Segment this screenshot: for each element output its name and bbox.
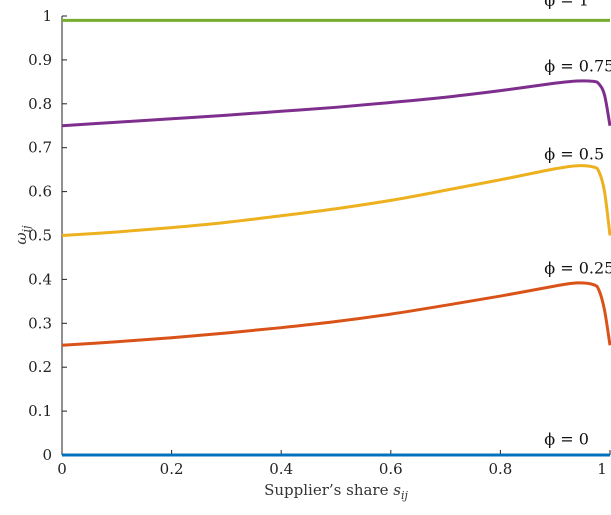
axes — [61, 16, 610, 456]
series-label-2: ϕ = 0.5 — [544, 144, 604, 163]
y-tick-label: 0.2 — [28, 358, 52, 376]
x-tick-label: 1 — [597, 460, 607, 478]
y-tick-label: 0.4 — [28, 270, 52, 288]
y-tick-label: 0.9 — [28, 51, 52, 69]
y-tick-label: 1 — [42, 7, 52, 25]
y-tick-label: 0.8 — [28, 95, 52, 113]
y-tick-label: 0.5 — [28, 227, 52, 245]
x-tick-label: 0.4 — [269, 460, 293, 478]
series-label-0: ϕ = 1 — [544, 0, 589, 10]
y-tick-label: 0 — [42, 446, 52, 464]
series-label-1: ϕ = 0.75 — [544, 56, 611, 75]
series-line-2 — [61, 164, 611, 237]
x-tick-label: 0.8 — [488, 460, 512, 478]
series-label-3: ϕ = 0.25 — [544, 258, 611, 277]
y-axis-title-subscript: ij — [20, 225, 33, 233]
y-axis-title-symbol: ω — [12, 232, 30, 244]
series-labels: ϕ = 1 ϕ = 0.75 ϕ = 0.5 ϕ = 0.25 ϕ = 0 — [544, 0, 611, 449]
series-lines — [61, 18, 611, 457]
y-tick-label: 0.1 — [28, 402, 52, 420]
x-axis-title-main: Supplier’s share — [264, 481, 393, 499]
y-axis-title: ωij — [12, 225, 33, 245]
y-tick-label: 0.6 — [28, 183, 52, 201]
y-tick-label: 0.7 — [28, 139, 52, 157]
x-tick-label: 0.6 — [379, 460, 403, 478]
x-tick-label: 0 — [57, 460, 67, 478]
x-tick-label: 0.2 — [160, 460, 184, 478]
series-line-3 — [61, 281, 611, 347]
series-line-1 — [61, 79, 611, 128]
x-axis-title: Supplier’s share sij — [264, 481, 408, 502]
x-axis-title-subscript: ij — [401, 489, 409, 502]
series-label-4: ϕ = 0 — [544, 430, 589, 449]
y-tick-label: 0.3 — [28, 314, 52, 332]
ticks: 0 0.2 0.4 0.6 0.8 1 0 0.1 0.2 0.3 0.4 0.5 0.6 0.7 0.8 0… — [28, 7, 611, 478]
x-axis-title-symbol: s — [393, 481, 401, 499]
